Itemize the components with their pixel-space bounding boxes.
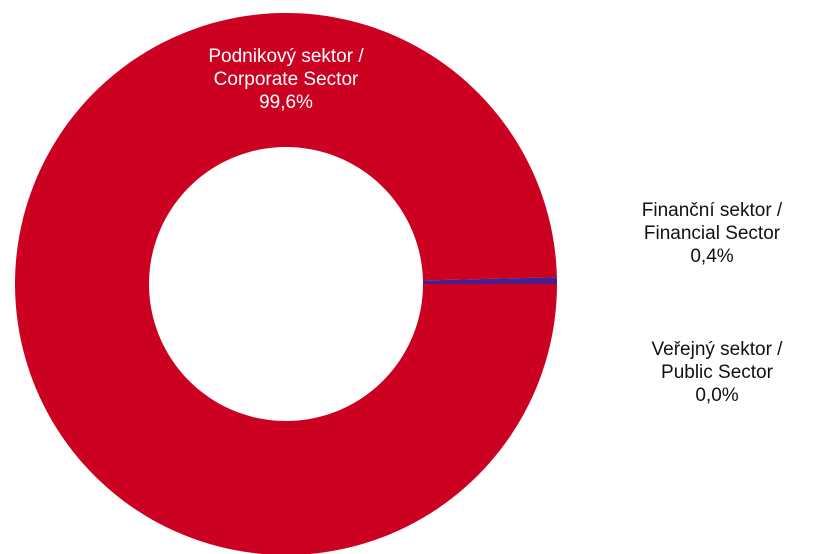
value-label: 99,6% [259, 92, 313, 113]
value-label: 0,0% [695, 385, 739, 406]
category-name: Finanční sektor / Financial Sector [641, 200, 783, 244]
category-name: Podnikový sektor / Corporate Sector [208, 46, 364, 90]
slice-label: Veřejný sektor / Public Sector 0,0% [587, 338, 816, 407]
slice-label: Podnikový sektor / Corporate Sector 99,6% [156, 45, 416, 114]
slice [422, 277, 557, 284]
value-label: 0,4% [690, 246, 734, 267]
category-name: Veřejný sektor / Public Sector [651, 339, 783, 383]
slice-label: Finanční sektor / Financial Sector 0,4% [582, 199, 816, 268]
slice [15, 13, 557, 554]
